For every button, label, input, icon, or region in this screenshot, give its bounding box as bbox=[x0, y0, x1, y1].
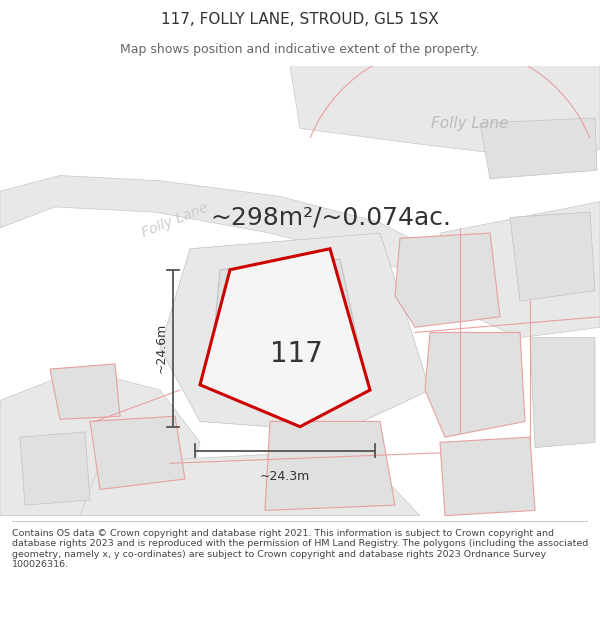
Text: Map shows position and indicative extent of the property.: Map shows position and indicative extent… bbox=[120, 42, 480, 56]
Text: 117, FOLLY LANE, STROUD, GL5 1SX: 117, FOLLY LANE, STROUD, GL5 1SX bbox=[161, 12, 439, 27]
Text: Folly Lane: Folly Lane bbox=[431, 116, 509, 131]
Polygon shape bbox=[50, 364, 120, 419]
Text: 117: 117 bbox=[269, 341, 322, 369]
Polygon shape bbox=[440, 437, 535, 516]
Text: Contains OS data © Crown copyright and database right 2021. This information is : Contains OS data © Crown copyright and d… bbox=[12, 529, 588, 569]
Text: ~24.6m: ~24.6m bbox=[155, 323, 167, 373]
Text: Folly Lane: Folly Lane bbox=[140, 201, 211, 240]
Polygon shape bbox=[160, 233, 430, 432]
Polygon shape bbox=[510, 212, 595, 301]
Polygon shape bbox=[90, 416, 185, 489]
Polygon shape bbox=[290, 66, 600, 160]
Polygon shape bbox=[440, 202, 600, 338]
Text: ~24.3m: ~24.3m bbox=[260, 469, 310, 482]
Text: ~298m²/~0.074ac.: ~298m²/~0.074ac. bbox=[210, 206, 451, 229]
Polygon shape bbox=[20, 432, 90, 505]
Polygon shape bbox=[395, 233, 500, 328]
Polygon shape bbox=[210, 259, 365, 395]
Polygon shape bbox=[530, 338, 595, 447]
Polygon shape bbox=[0, 176, 420, 275]
Polygon shape bbox=[0, 369, 200, 516]
Polygon shape bbox=[200, 249, 370, 427]
Polygon shape bbox=[480, 118, 597, 179]
Polygon shape bbox=[425, 332, 525, 437]
Polygon shape bbox=[265, 421, 395, 511]
Polygon shape bbox=[80, 453, 420, 516]
